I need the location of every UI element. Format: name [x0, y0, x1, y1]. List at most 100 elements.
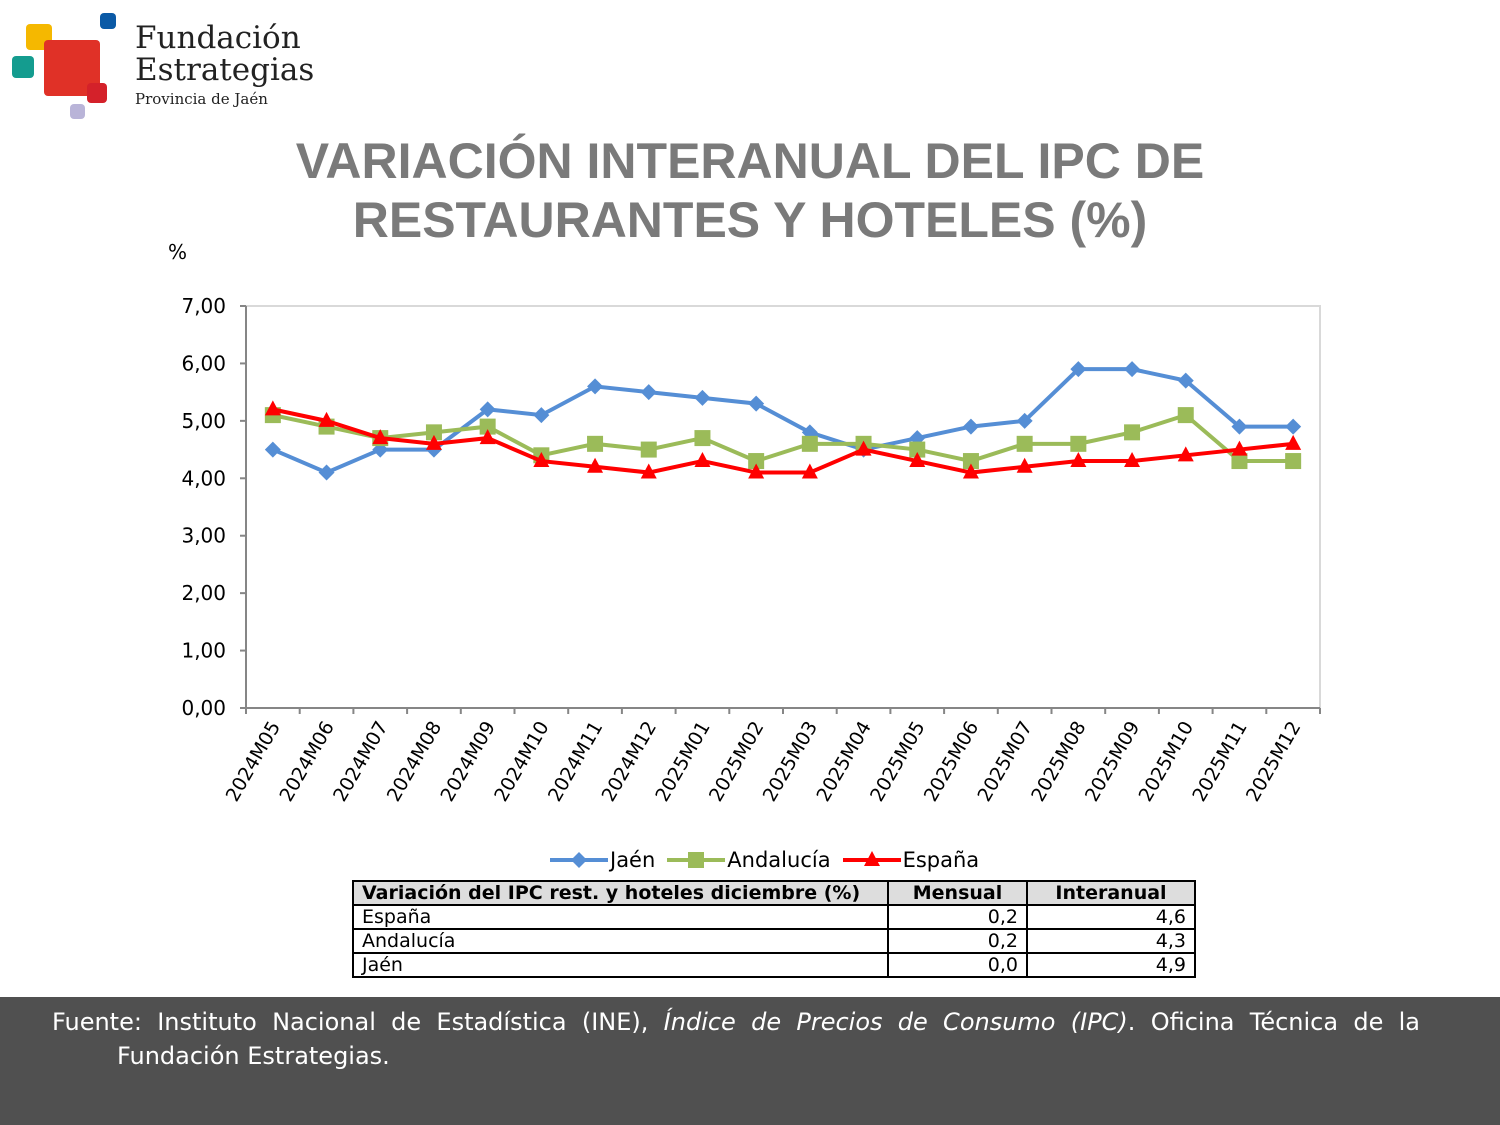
source-text: Fuente: Instituto Nacional de Estadístic…	[52, 1008, 664, 1036]
chart-title: VARIACIÓN INTERANUAL DEL IPC DE RESTAURA…	[150, 132, 1350, 250]
data-point	[1124, 452, 1141, 468]
y-tick-label: 2,00	[181, 581, 226, 605]
data-point	[264, 400, 281, 416]
data-point	[587, 378, 604, 395]
legend-label: Jaén	[610, 848, 656, 872]
legend-item: Jaén	[550, 848, 655, 872]
source-text-line2: Fundación Estrategias.	[117, 1042, 390, 1070]
data-point	[1177, 446, 1194, 462]
data-point	[1231, 453, 1248, 470]
data-point	[1231, 418, 1248, 435]
legend-marker	[571, 852, 587, 868]
header-cell: Mensual	[887, 880, 1028, 906]
data-point	[533, 452, 550, 468]
y-tick-label: 5,00	[181, 409, 226, 433]
table-row: España 0,2 4,6	[352, 904, 1196, 930]
data-point	[801, 435, 818, 452]
data-point	[909, 452, 926, 468]
data-point	[479, 429, 496, 445]
cell: 0,2	[887, 928, 1028, 954]
data-point	[1016, 412, 1033, 429]
data-point	[694, 430, 711, 447]
data-point	[1231, 440, 1248, 456]
data-point	[640, 384, 657, 401]
series-line	[272, 412, 1294, 464]
data-point	[1285, 418, 1302, 435]
cell: Jaén	[352, 952, 889, 978]
data-point	[640, 441, 657, 458]
y-tick-label: 1,00	[181, 639, 226, 663]
source-text-post: . Oficina Técnica de la	[1127, 1008, 1420, 1036]
data-point	[855, 440, 872, 456]
logo-text-2: Estrategias	[135, 52, 315, 88]
legend-label: España	[902, 848, 980, 872]
title-line-1: VARIACIÓN INTERANUAL DEL IPC DE	[295, 133, 1205, 189]
legend-item: Andalucía	[667, 848, 831, 872]
data-point	[801, 463, 818, 479]
series-line	[272, 367, 1294, 475]
data-point	[425, 434, 442, 450]
y-axis-unit: %	[168, 240, 188, 264]
y-tick-label: 4,00	[181, 466, 226, 490]
data-point	[1070, 435, 1087, 452]
header-cell: Interanual	[1026, 880, 1196, 906]
series-españa	[264, 400, 1302, 479]
data-point	[425, 424, 442, 441]
data-point	[748, 453, 765, 470]
cell: España	[352, 904, 889, 930]
data-point	[1177, 407, 1194, 424]
series-jaén	[264, 361, 1302, 481]
y-tick-label: 7,00	[181, 294, 226, 318]
data-point	[479, 401, 496, 418]
data-point	[694, 452, 711, 468]
legend: Jaén Andalucía España	[550, 848, 979, 872]
table-header-row: Variación del IPC rest. y hoteles diciem…	[352, 880, 1196, 906]
series-line	[272, 407, 1294, 475]
summary-table: Variación del IPC rest. y hoteles diciem…	[352, 880, 1196, 978]
legend-label: Andalucía	[727, 848, 831, 872]
square-marker-icon	[667, 852, 726, 868]
header-cell: Variación del IPC rest. y hoteles diciem…	[352, 880, 889, 906]
data-point	[1177, 372, 1194, 389]
legend-marker	[688, 852, 705, 868]
data-point	[1285, 453, 1302, 470]
source-italic: Índice de Precios de Consumo (IPC)	[663, 1008, 1128, 1036]
legend-item: España	[842, 848, 980, 872]
diamond-marker-icon	[550, 852, 608, 868]
cell: 4,9	[1026, 952, 1196, 978]
data-point	[1016, 457, 1033, 473]
logo: Fundación Estrategias Provincia de Jaén	[10, 10, 330, 125]
cell: 4,3	[1026, 928, 1196, 954]
cell: 0,2	[887, 904, 1028, 930]
title-line-2: RESTAURANTES Y HOTELES (%)	[352, 192, 1148, 248]
cell: 0,0	[887, 952, 1028, 978]
cell: 4,6	[1026, 904, 1196, 930]
data-point	[1070, 361, 1087, 378]
data-point	[962, 453, 979, 470]
data-point	[1124, 424, 1141, 441]
logo-text-3: Provincia de Jaén	[135, 90, 268, 108]
data-point	[1016, 435, 1033, 452]
data-point	[318, 411, 335, 427]
plot-area	[245, 305, 1321, 709]
data-point	[264, 441, 281, 458]
table-row: Andalucía 0,2 4,3	[352, 928, 1196, 954]
logo-text-1: Fundación	[135, 20, 301, 56]
data-point	[962, 463, 979, 479]
y-tick-label: 0,00	[181, 696, 226, 720]
y-tick-label: 6,00	[181, 351, 226, 375]
data-point	[372, 429, 389, 445]
cell: Andalucía	[352, 928, 889, 954]
x-tick-label: 2025M12	[1242, 718, 1306, 806]
data-point	[694, 389, 711, 406]
triangle-marker-icon	[842, 851, 901, 866]
legend-marker	[863, 851, 880, 866]
data-point	[479, 418, 496, 435]
data-point	[587, 457, 604, 473]
source-footer: Fuente: Instituto Nacional de Estadístic…	[0, 997, 1500, 1125]
line-chart: 0,001,002,003,004,005,006,007,002024M052…	[181, 294, 1321, 806]
data-point	[587, 435, 604, 452]
y-tick-label: 3,00	[181, 524, 226, 548]
data-point	[640, 463, 657, 479]
table-row: Jaén 0,0 4,9	[352, 952, 1196, 978]
